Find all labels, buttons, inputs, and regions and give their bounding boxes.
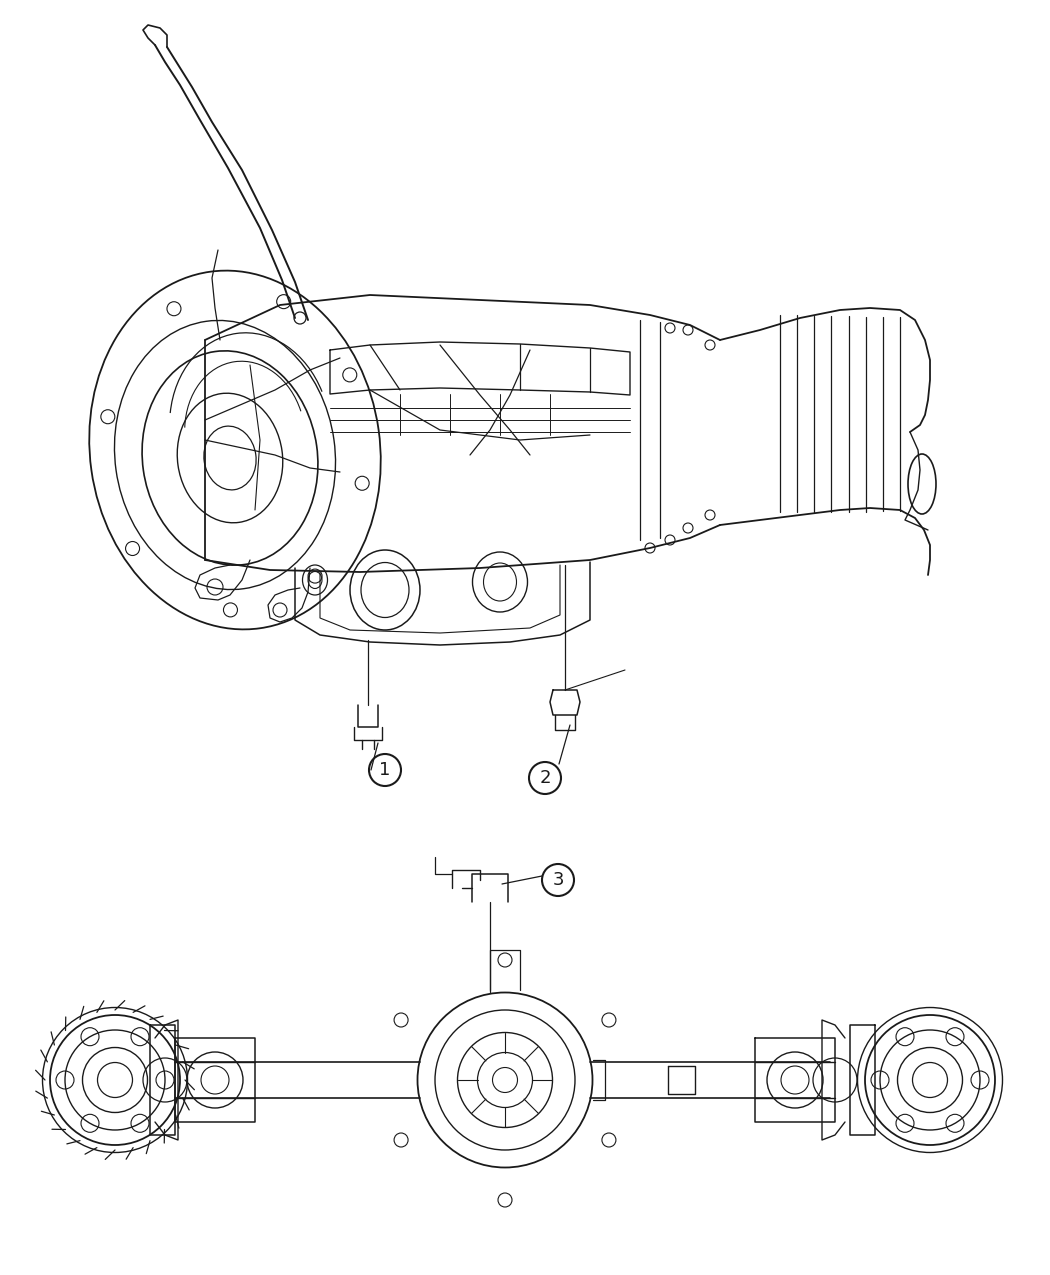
Circle shape	[542, 864, 574, 896]
Circle shape	[369, 754, 401, 785]
Text: 1: 1	[379, 761, 391, 779]
Circle shape	[529, 762, 561, 794]
Text: 3: 3	[552, 871, 564, 889]
Text: 2: 2	[540, 769, 551, 787]
